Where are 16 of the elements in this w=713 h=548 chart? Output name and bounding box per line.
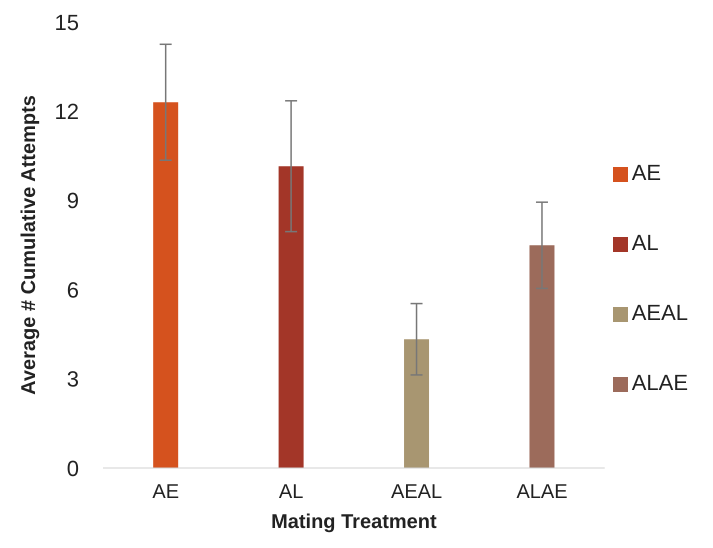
- x-axis-title: Mating Treatment: [271, 511, 437, 533]
- y-axis-title: Average # Cumulative Attempts: [18, 95, 40, 395]
- legend-label: ALAE: [632, 370, 688, 395]
- y-tick-label: 9: [66, 188, 79, 214]
- x-tick-label: ALAE: [516, 481, 568, 504]
- y-tick-label: 15: [54, 10, 79, 35]
- x-tick-label: AL: [278, 481, 304, 504]
- legend-label: AL: [632, 230, 659, 255]
- y-tick-label: 3: [66, 366, 79, 392]
- legend-label: AEAL: [632, 300, 688, 325]
- y-tick-label: 0: [66, 456, 79, 481]
- y-tick-label: 6: [66, 277, 79, 302]
- x-tick-label: AEAL: [391, 481, 442, 504]
- y-tick-label: 12: [54, 99, 79, 124]
- x-tick-label: AE: [152, 481, 180, 504]
- legend-label: AE: [632, 160, 662, 185]
